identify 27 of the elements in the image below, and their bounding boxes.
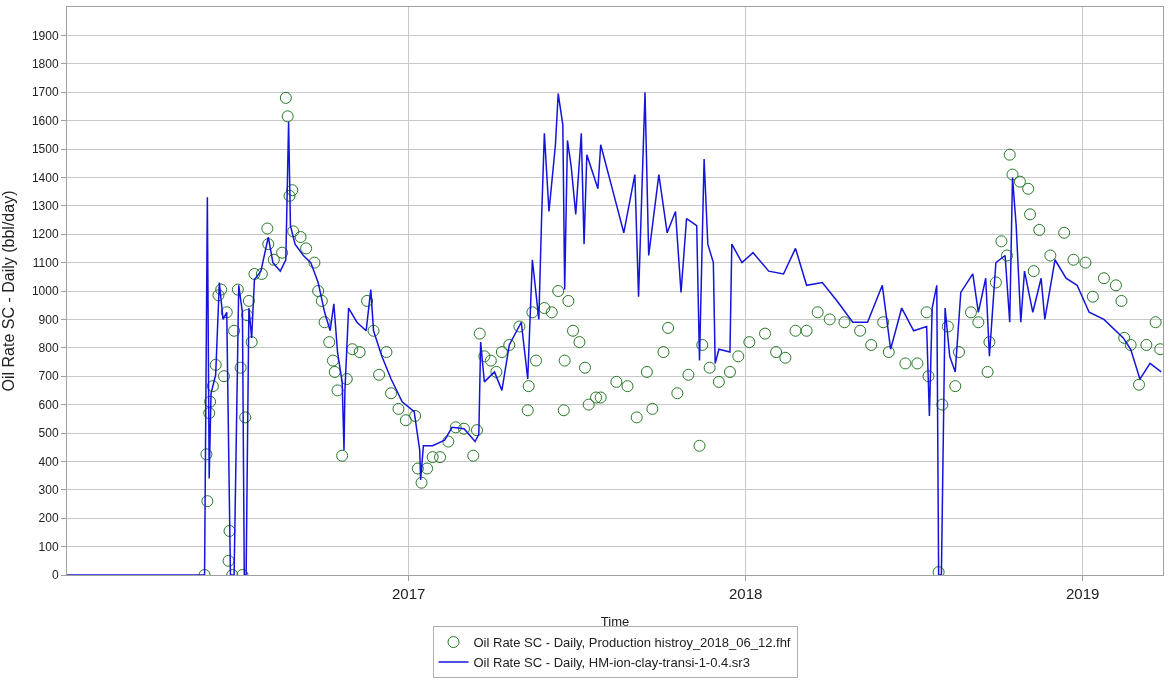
y-tick-label: 900 xyxy=(38,312,59,327)
y-tick-label: 1400 xyxy=(31,170,59,185)
y-tick-label: 1700 xyxy=(31,85,59,100)
legend-label: Oil Rate SC - Daily, Production histroy_2018_06_12.fhf xyxy=(473,635,791,651)
y-tick-label: 1500 xyxy=(31,142,59,157)
x-tick-label: 2018 xyxy=(728,585,763,602)
y-tick-label: 800 xyxy=(38,341,59,355)
y-tick-label: 300 xyxy=(38,483,59,497)
y-tick-label: 700 xyxy=(38,369,59,384)
y-tick-label: 100 xyxy=(38,539,59,554)
y-tick-label: 1800 xyxy=(31,57,59,71)
legend-label: Oil Rate SC - Daily, HM-ion-clay-transi-1-0.4.sr3 xyxy=(473,655,750,671)
y-tick-label: 0 xyxy=(51,568,59,583)
y-tick-label: 400 xyxy=(38,454,59,469)
y-tick-label: 500 xyxy=(38,426,59,441)
y-tick-label: 1300 xyxy=(31,199,59,213)
y-axis-title: Oil Rate SC - Daily (bbl/day) xyxy=(0,190,17,392)
x-tick-label: 2017 xyxy=(391,585,426,602)
y-tick-label: 600 xyxy=(38,397,59,412)
x-axis-title: Time xyxy=(600,613,630,629)
y-tick-label: 1000 xyxy=(31,284,59,299)
y-tick-label: 1600 xyxy=(31,113,59,128)
y-tick-label: 1100 xyxy=(32,255,59,270)
x-tick-label: 2019 xyxy=(1065,585,1100,602)
y-tick-label: 200 xyxy=(38,511,59,526)
y-tick-label: 1200 xyxy=(31,227,59,242)
y-tick-label: 1900 xyxy=(31,28,59,43)
